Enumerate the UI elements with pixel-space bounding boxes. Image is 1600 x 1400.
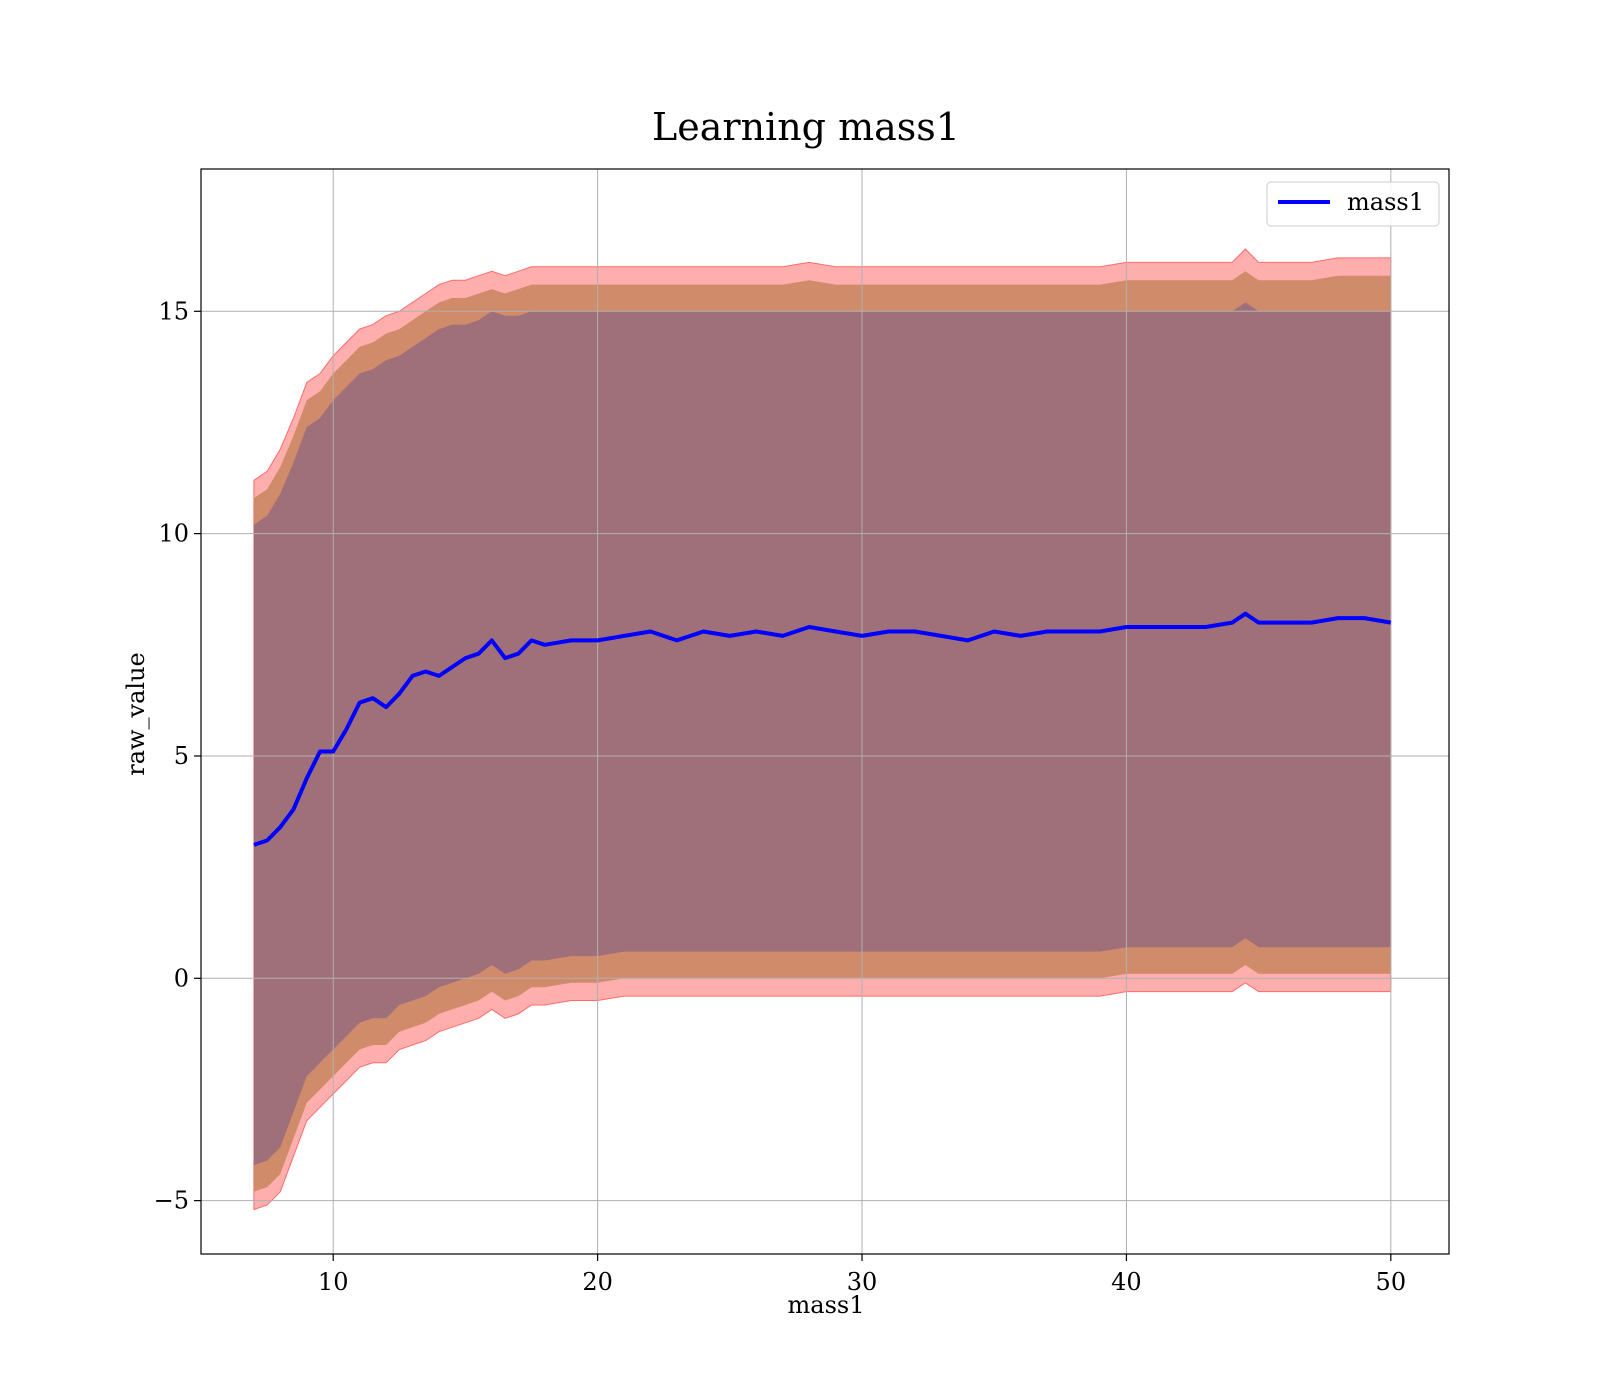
legend: mass1 — [1266, 181, 1440, 227]
plot-area — [200, 168, 1450, 1255]
grid — [201, 169, 1449, 1254]
plot-frame — [200, 168, 1450, 1255]
y-axis-label: raw_value — [122, 652, 150, 776]
y-tick-label-3: 10 — [158, 520, 189, 548]
x-tick-label-4: 50 — [1376, 1268, 1407, 1296]
confidence-bands — [253, 248, 1392, 1211]
x-tick-label-0: 10 — [318, 1268, 349, 1296]
legend-label-mass1: mass1 — [1347, 188, 1424, 216]
x-tick-label-3: 40 — [1111, 1268, 1142, 1296]
y-axis: −5 0 5 10 15 — [154, 297, 201, 1215]
x-tick-label-1: 20 — [582, 1268, 613, 1296]
chart-title: Learning mass1 — [652, 105, 960, 149]
x-tick-label-2: 30 — [847, 1268, 878, 1296]
x-axis-label: mass1 — [788, 1291, 865, 1319]
y-tick-label-2: 5 — [174, 742, 189, 770]
y-tick-label-0: −5 — [154, 1187, 189, 1215]
series-line-mass1 — [253, 611, 1392, 847]
band-inner — [253, 302, 1391, 1166]
y-tick-label-1: 0 — [174, 964, 189, 992]
y-tick-label-4: 15 — [158, 297, 189, 325]
legend-box — [1266, 181, 1440, 227]
x-axis: 10 20 30 40 50 — [318, 1254, 1406, 1296]
line-layer — [253, 611, 1392, 847]
